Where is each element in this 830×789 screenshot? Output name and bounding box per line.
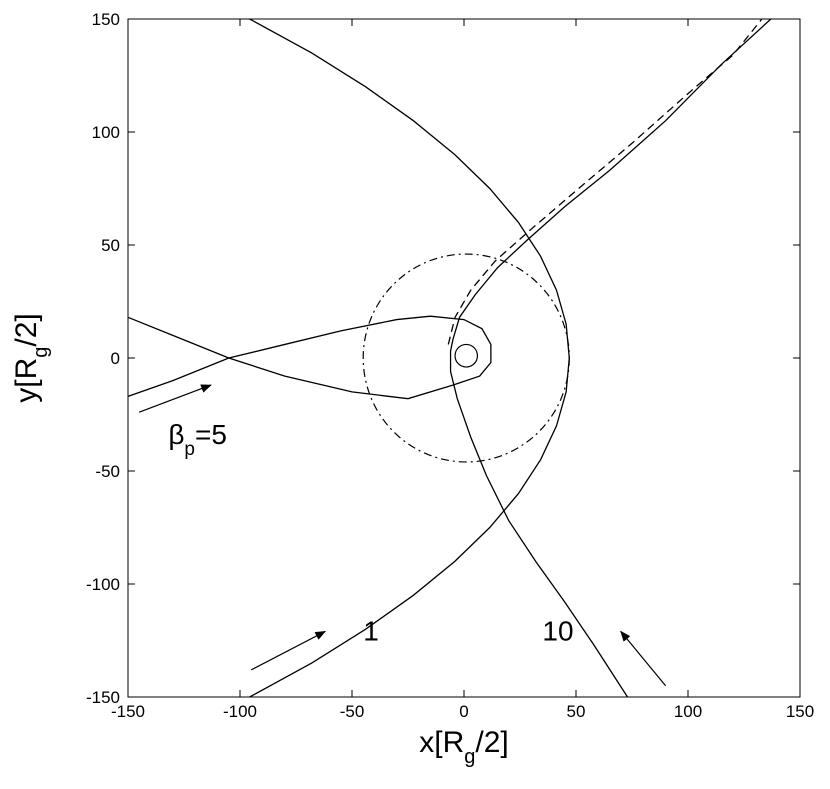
trajectory: [449, 18, 772, 698]
x-tick-label: 50: [567, 702, 586, 721]
trajectory: [447, 18, 763, 345]
x-tick-label: -100: [223, 702, 257, 721]
annotation-part: =5: [195, 419, 227, 450]
y-tick-label: 150: [92, 10, 120, 29]
x-axis-label-part: /2]: [475, 726, 508, 759]
trajectory: [249, 18, 570, 698]
annotation-part: 1: [363, 616, 379, 647]
y-tick-label: -100: [86, 575, 120, 594]
x-tick-label: -150: [111, 702, 145, 721]
circle-orbit: [454, 343, 479, 368]
y-tick-label: 0: [111, 349, 120, 368]
annotation: 1: [363, 616, 379, 647]
y-axis-label-part: g: [30, 347, 52, 358]
x-tick-label: -50: [340, 702, 365, 721]
arrow: [250, 630, 327, 671]
y-axis-label-part: /2]: [10, 313, 43, 346]
y-tick-label: 50: [101, 236, 120, 255]
x-axis-label: x[Rg/2]: [419, 726, 508, 768]
y-axis-label: y[Rg/2]: [10, 313, 52, 402]
x-axis-label-part: g: [464, 746, 475, 768]
annotation-part: 10: [542, 616, 573, 647]
x-axis-label-part: x[R: [419, 726, 464, 759]
circle-orbit: [362, 253, 570, 463]
y-axis-label-part: y[R: [10, 358, 43, 403]
y-tick-label: -50: [95, 462, 120, 481]
annotation-part: p: [184, 438, 195, 459]
y-tick-label: -150: [86, 688, 120, 707]
arrow: [620, 630, 667, 687]
annotation: βp=5: [168, 419, 227, 460]
x-tick-label: 150: [786, 702, 814, 721]
trajectory: [127, 315, 492, 400]
annotation-part: β: [168, 419, 184, 450]
x-tick-label: 0: [459, 702, 468, 721]
annotation: 10: [542, 616, 573, 647]
y-tick-label: 100: [92, 123, 120, 142]
x-tick-label: 100: [674, 702, 702, 721]
arrow: [138, 384, 212, 413]
